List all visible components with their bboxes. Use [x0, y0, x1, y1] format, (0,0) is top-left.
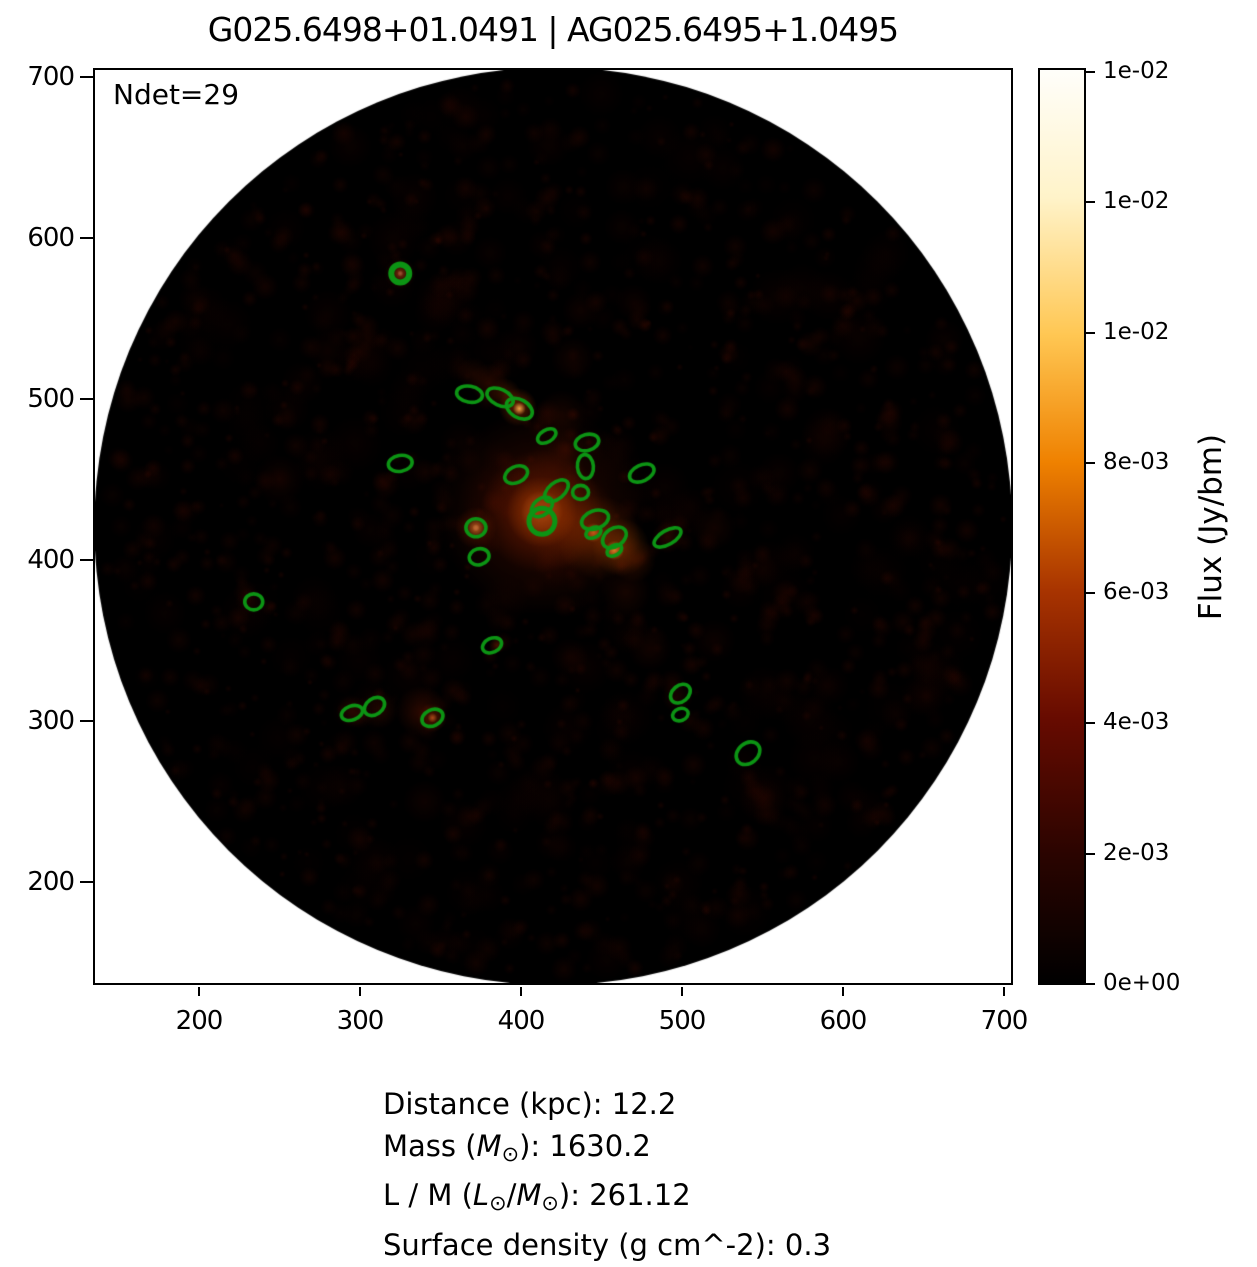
info-line: Mass (M⊙): 1630.2 [383, 1128, 651, 1166]
y-tick-label: 400 [27, 545, 75, 575]
colorbar-tick-label: 0e+00 [1103, 969, 1181, 996]
info-line: Surface density (g cm^-2): 0.3 [383, 1227, 832, 1262]
y-tick-label: 200 [27, 867, 75, 897]
plot-area: Ndet=29 [93, 68, 1013, 985]
colorbar-tick-mark [1086, 852, 1095, 855]
y-tick-label: 700 [27, 62, 75, 92]
flux-map-canvas [95, 70, 1011, 983]
x-tick-label: 500 [658, 1006, 707, 1036]
colorbar-tick-mark [1086, 201, 1095, 204]
x-tick-mark [842, 987, 844, 996]
colorbar-tick-label: 8e-03 [1103, 448, 1170, 475]
colorbar-axis-label: Flux (Jy/bm) [1193, 433, 1229, 621]
colorbar-tick-label: 1e-02 [1103, 188, 1170, 215]
x-tick-label: 700 [980, 1006, 1029, 1036]
colorbar-tick-mark [1086, 592, 1095, 595]
colorbar-tick-mark [1086, 982, 1095, 985]
y-tick-mark [80, 398, 93, 400]
colorbar-tick-label: 1e-02 [1103, 318, 1170, 345]
x-tick-mark [1003, 987, 1005, 996]
colorbar-tick-label: 6e-03 [1103, 579, 1170, 606]
y-tick-label: 300 [27, 706, 75, 736]
colorbar-tick-label: 1e-02 [1103, 58, 1170, 84]
y-tick-mark [80, 559, 93, 561]
y-tick-label: 500 [27, 384, 75, 414]
x-tick-mark [198, 987, 200, 996]
colorbar-tick-mark [1086, 71, 1095, 73]
x-tick-mark [681, 987, 683, 996]
y-tick-mark [80, 237, 93, 239]
x-tick-label: 400 [497, 1006, 546, 1036]
y-tick-label: 600 [27, 223, 75, 253]
colorbar-tick-mark [1086, 461, 1095, 464]
ndet-annotation: Ndet=29 [113, 78, 240, 111]
y-tick-mark [80, 881, 93, 883]
x-tick-mark [520, 987, 522, 996]
info-block: Distance (kpc): 12.2 Mass (M⊙): 1630.2 L /… [383, 1084, 831, 1266]
x-tick-label: 600 [819, 1006, 868, 1036]
colorbar [1038, 68, 1086, 985]
plot-title: G025.6498+01.0491 | AG025.6495+1.0495 [207, 10, 899, 49]
info-line: Distance (kpc): 12.2 [383, 1087, 677, 1121]
colorbar-tick-label: 2e-03 [1103, 839, 1170, 866]
y-tick-mark [80, 720, 93, 722]
info-line: L / M (L⊙/M⊙): 261.12 [383, 1178, 691, 1216]
y-tick-mark [80, 76, 93, 78]
x-tick-mark [359, 987, 361, 996]
colorbar-tick-mark [1086, 722, 1095, 725]
colorbar-tick-mark [1086, 331, 1095, 334]
x-tick-label: 200 [175, 1006, 224, 1036]
x-tick-label: 300 [336, 1006, 385, 1036]
colorbar-tick-label: 4e-03 [1103, 709, 1170, 736]
